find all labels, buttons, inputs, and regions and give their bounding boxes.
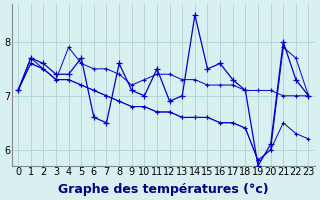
X-axis label: Graphe des températures (°c): Graphe des températures (°c)	[58, 183, 268, 196]
